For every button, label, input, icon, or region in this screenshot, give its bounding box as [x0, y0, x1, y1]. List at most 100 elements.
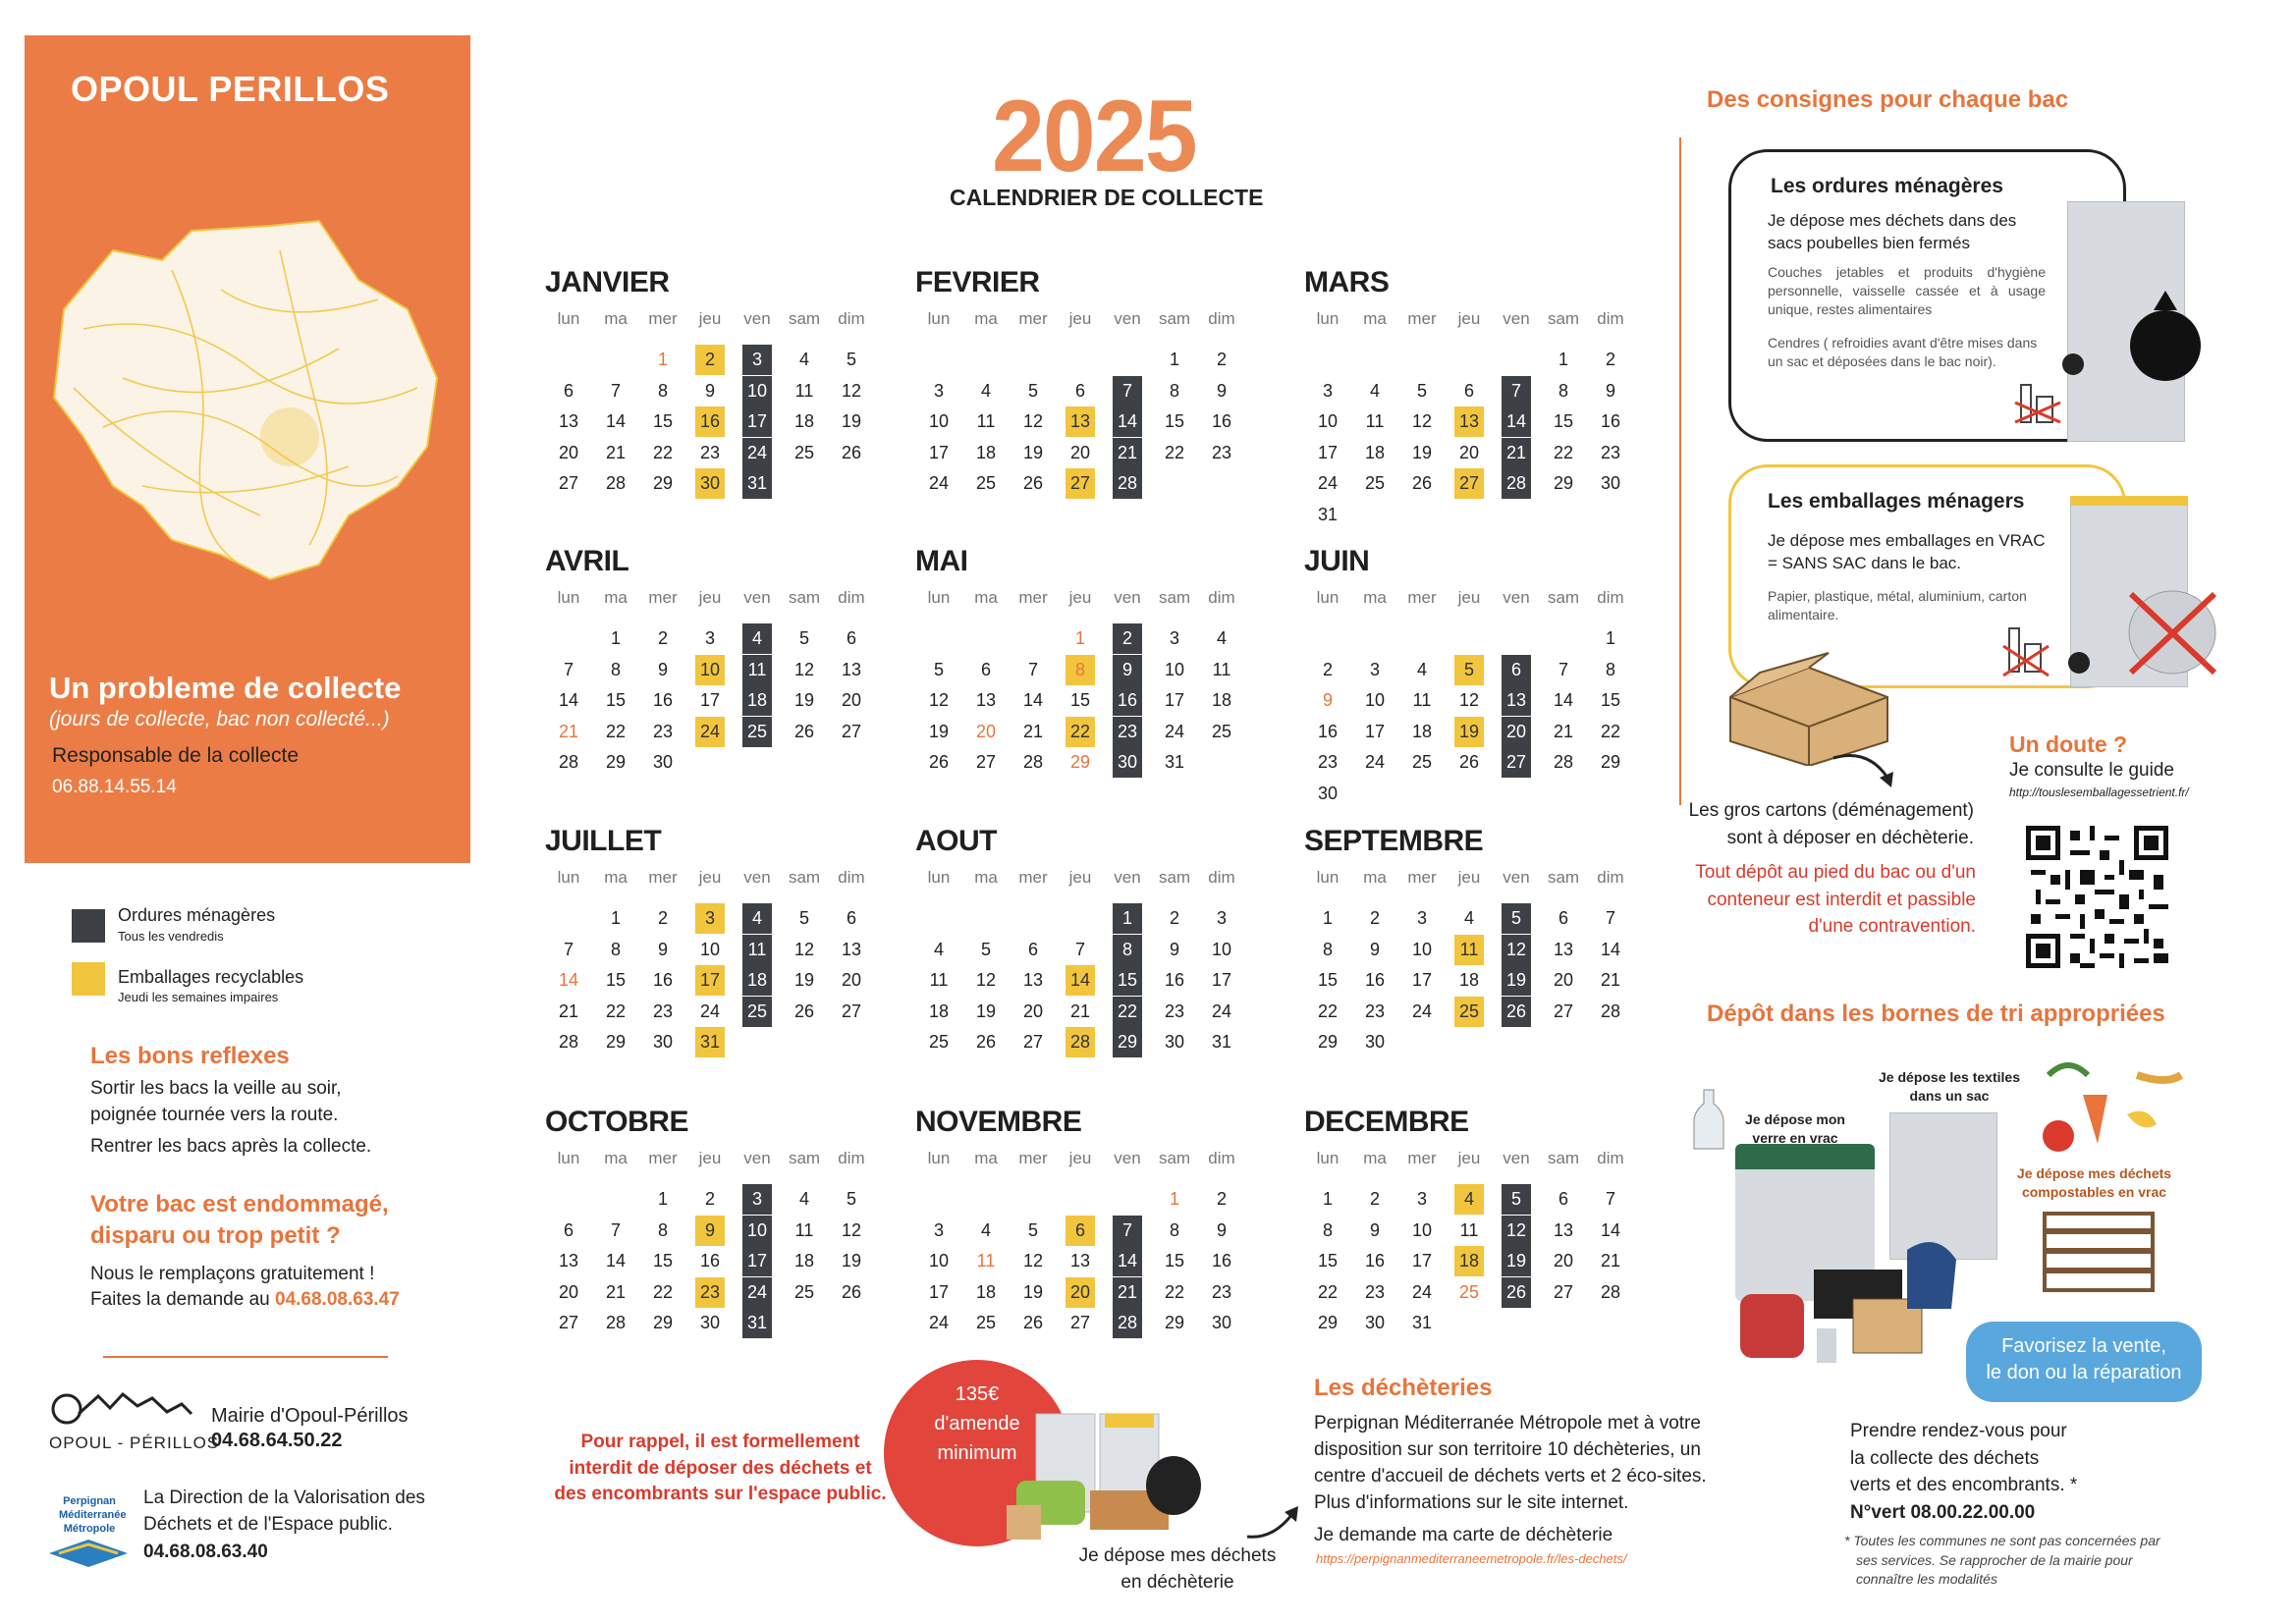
calendar-day: 10	[699, 939, 721, 959]
calendar-day: 15	[1553, 411, 1574, 431]
qr-code-icon[interactable]	[2021, 821, 2173, 973]
calendar-day: 8	[1169, 380, 1179, 401]
calendar-day: 6	[563, 1219, 574, 1240]
calendar-day: 1	[1169, 1189, 1179, 1209]
weekday-header: jeu	[698, 868, 722, 887]
calendar-day: 31	[1211, 1032, 1232, 1052]
doute-url[interactable]: http://touslesemballagessetrient.fr/	[2009, 785, 2189, 799]
calendar-day: 28	[605, 1313, 627, 1332]
calendar-day: 9	[1605, 380, 1615, 401]
weekday-header: lun	[557, 309, 580, 328]
weekday-header: ven	[1503, 1149, 1530, 1167]
calendar-day: 4	[1416, 659, 1427, 679]
weekday-header: mer	[648, 868, 678, 887]
calendar-day-emballages: 27	[1066, 468, 1095, 499]
month-name: MAI	[915, 545, 968, 577]
calendar-day: 3	[1322, 380, 1333, 401]
carte-url-link[interactable]: https://perpignanmediterraneemetropole.f…	[1316, 1551, 1627, 1566]
calendar-day: 22	[1164, 1281, 1185, 1302]
rappel-line-1: Pour rappel, il est formellement	[580, 1432, 860, 1452]
rdv-line-2: la collecte des déchets	[1850, 1447, 2040, 1469]
responsable-label: Responsable de la collecte	[52, 744, 299, 767]
decheteries-line-2: disposition sur son territoire 10 déchèt…	[1314, 1438, 1701, 1460]
calendar-day: 7	[610, 380, 621, 401]
calendar-day-ordures: 13	[1502, 685, 1531, 716]
calendar-day-ordures: 5	[1502, 903, 1531, 934]
calendar-day-emballages: 10	[695, 654, 725, 685]
calendar-day-ordures: 2	[1113, 623, 1142, 654]
bons-reflexes-title: Les bons reflexes	[90, 1043, 290, 1069]
month-name: DECEMBRE	[1304, 1106, 1469, 1138]
calendar-day-ordures: 4	[742, 623, 772, 654]
calendar-day: 16	[699, 1251, 721, 1271]
calendar-day: 9	[1322, 690, 1333, 710]
ordures-card-title: Les ordures ménagères	[1771, 175, 2003, 197]
calendar-day: 12	[793, 659, 815, 679]
calendar-day: 29	[652, 473, 674, 493]
weekday-header: ven	[743, 588, 771, 607]
weekday-header: jeu	[1068, 309, 1092, 328]
calendar-day: 12	[1022, 1251, 1044, 1271]
calendar-day: 23	[699, 442, 721, 462]
weekday-header: mer	[648, 588, 678, 607]
weekday-header: sam	[1158, 588, 1191, 607]
pmm-logo-line-2: Méditerranée	[59, 1508, 127, 1521]
weekday-header: ma	[974, 309, 998, 328]
calendar-day: 6	[1558, 1189, 1568, 1209]
mairie-logo-icon	[51, 1391, 193, 1425]
calendar-day: 25	[975, 473, 997, 493]
weekday-header: lun	[557, 868, 580, 887]
ordures-card-small-2: Cendres ( refroidies avant d'être mises …	[1768, 335, 2038, 369]
calendar-day-emballages: 31	[695, 1027, 725, 1057]
ordures-card-small-1: Couches jetables et produits d'hygiène p…	[1768, 264, 2046, 317]
calendar-day: 18	[975, 442, 997, 462]
calendar-day: 8	[657, 1219, 668, 1240]
calendar-day: 24	[1164, 721, 1185, 741]
calendar-day: 15	[1164, 411, 1185, 431]
calendar-day: 1	[610, 908, 621, 928]
calendar-day: 5	[1416, 380, 1427, 401]
calendar-day-ordures: 21	[1113, 1276, 1142, 1308]
calendar-day-ordures: 25	[742, 996, 772, 1027]
calendar-day: 20	[1553, 970, 1574, 990]
calendar-day: 27	[558, 1313, 579, 1332]
calendar-day: 26	[1022, 1313, 1044, 1332]
direction-line-1: La Direction de la Valorisation des	[143, 1488, 425, 1508]
weekday-header: sam	[1547, 588, 1580, 607]
calendar-day: 11	[1212, 659, 1231, 679]
calendar-day: 4	[1369, 380, 1380, 401]
weekday-header: mer	[1407, 309, 1437, 328]
calendar-day: 13	[841, 939, 862, 959]
calendar-day: 22	[605, 1001, 627, 1021]
emballages-card-title: Les emballages ménagers	[1768, 490, 2025, 513]
calendar-day: 14	[1600, 1219, 1621, 1240]
calendar-day: 9	[1169, 939, 1179, 959]
calendar-day: 1	[657, 350, 668, 369]
calendar-day-ordures: 20	[1502, 716, 1531, 747]
calendar-day: 16	[652, 970, 674, 990]
calendar-day: 19	[841, 1251, 862, 1271]
month-name: NOVEMBRE	[915, 1106, 1082, 1138]
calendar-day: 12	[793, 939, 815, 959]
calendar-day: 24	[928, 473, 950, 493]
weekday-header: dim	[838, 1149, 865, 1167]
calendar-day: 19	[1411, 442, 1433, 462]
decheterie-caption-line-1: Je dépose mes déchets	[1078, 1545, 1277, 1566]
verre-line-1: Je dépose mon	[1745, 1111, 1845, 1127]
encombrants-icon	[1740, 1242, 1956, 1363]
calendar-day: 29	[1317, 1313, 1339, 1332]
calendar-day: 17	[1317, 442, 1339, 462]
calendar-day: 9	[1369, 1219, 1380, 1240]
calendar-day: 20	[1022, 1001, 1044, 1021]
calendar-day: 15	[652, 411, 674, 431]
weekday-header: sam	[1547, 309, 1580, 328]
weekday-header: sam	[1158, 868, 1191, 887]
calendar-day: 21	[1600, 970, 1621, 990]
calendar-day: 24	[1364, 752, 1386, 772]
compost-food-icon	[2043, 1062, 2184, 1152]
calendar-day: 7	[1074, 939, 1085, 959]
calendar-day-ordures: 15	[1113, 965, 1142, 996]
calendar-day: 17	[1211, 970, 1232, 990]
calendar-day: 25	[1458, 1281, 1480, 1302]
calendar-day: 27	[1022, 1032, 1044, 1052]
